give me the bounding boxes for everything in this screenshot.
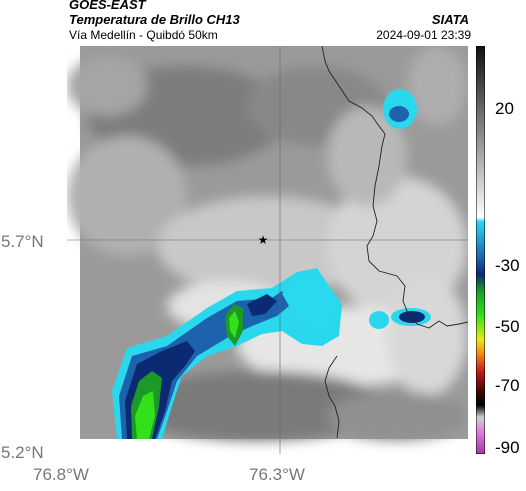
colorbar-tick-minus30: -30 [495, 256, 520, 275]
colorbar-tick-minus50: -50 [495, 317, 520, 336]
source-label: SIATA [431, 12, 469, 27]
lon-label-76.3: 76.3°W [249, 465, 305, 484]
location-marker: ★ [258, 233, 269, 247]
cold-cell-east [369, 308, 431, 329]
lon-label-76.8: 76.8°W [33, 465, 89, 484]
border-line-south [324, 355, 340, 439]
product-title: Temperatura de Brillo CH13 [69, 12, 240, 27]
colorbar-tick-minus90: -90 [495, 438, 520, 457]
route-label: Vía Medellín - Quibdó 50km [69, 28, 218, 42]
satellite-map: ★ [67, 46, 468, 454]
colorbar-tick-minus70: -70 [495, 376, 520, 395]
colorbar-tick-20: 20 [495, 99, 514, 118]
colorbar [476, 46, 485, 454]
cold-cell-northeast [383, 89, 417, 129]
cold-cloud-band [112, 268, 342, 439]
satellite-title: GOES-EAST [69, 0, 146, 12]
lat-label-5.2: 5.2°N [1, 443, 44, 462]
lat-label-5.7: 5.7°N [1, 232, 44, 251]
datetime-label: 2024-09-01 23:39 [376, 28, 471, 42]
border-line [321, 46, 468, 329]
